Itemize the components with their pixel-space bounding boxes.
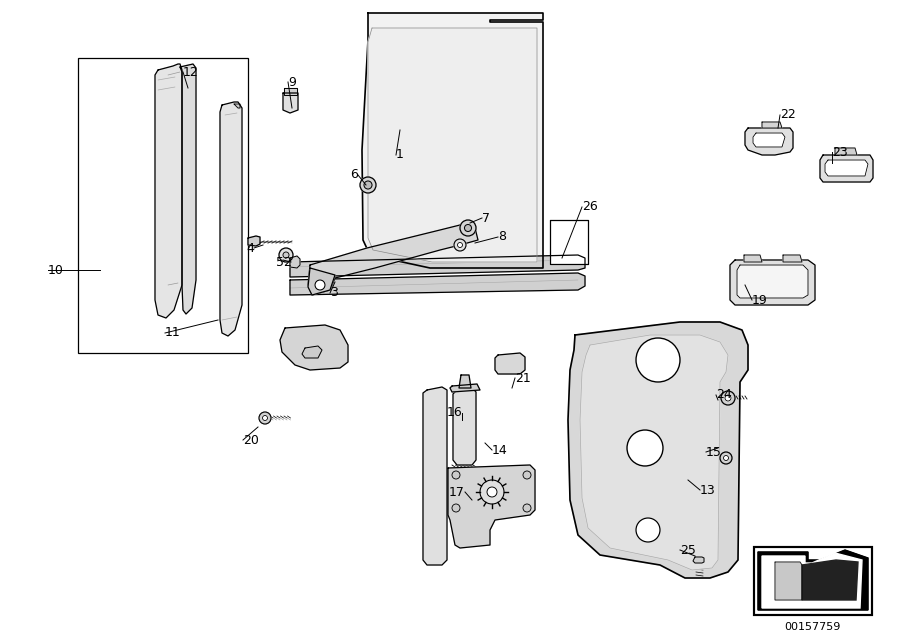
Text: 20: 20: [243, 434, 259, 446]
Polygon shape: [453, 388, 476, 465]
Text: 4: 4: [246, 242, 254, 254]
Text: 25: 25: [680, 544, 696, 556]
Polygon shape: [234, 104, 240, 108]
Polygon shape: [820, 155, 873, 182]
Text: 21: 21: [515, 371, 531, 385]
Text: 10: 10: [48, 263, 64, 277]
Polygon shape: [220, 102, 242, 336]
Polygon shape: [459, 375, 471, 388]
Circle shape: [460, 220, 476, 236]
Text: 23: 23: [832, 146, 848, 158]
Text: 17: 17: [449, 485, 465, 499]
Circle shape: [487, 487, 497, 497]
Circle shape: [636, 338, 680, 382]
Text: 9: 9: [288, 76, 296, 88]
Text: 15: 15: [706, 445, 722, 459]
Circle shape: [457, 242, 463, 247]
Polygon shape: [308, 268, 335, 295]
Circle shape: [315, 280, 325, 290]
Polygon shape: [730, 260, 815, 305]
Text: 3: 3: [330, 286, 338, 300]
Text: 1: 1: [396, 148, 404, 162]
Circle shape: [721, 391, 735, 405]
Polygon shape: [280, 325, 348, 370]
Text: 11: 11: [165, 326, 181, 340]
Circle shape: [279, 248, 293, 262]
Polygon shape: [362, 13, 543, 268]
Polygon shape: [737, 265, 808, 298]
Polygon shape: [783, 255, 802, 262]
Polygon shape: [802, 560, 858, 600]
Text: 8: 8: [498, 230, 506, 244]
Circle shape: [627, 430, 663, 466]
Text: 00157759: 00157759: [784, 622, 841, 632]
Polygon shape: [568, 322, 748, 578]
Circle shape: [259, 412, 271, 424]
Text: 26: 26: [582, 200, 598, 214]
Text: 2: 2: [284, 256, 291, 268]
Polygon shape: [580, 335, 728, 570]
Circle shape: [263, 415, 267, 420]
Polygon shape: [448, 465, 535, 548]
Circle shape: [480, 480, 504, 504]
Polygon shape: [745, 128, 793, 155]
Polygon shape: [423, 387, 447, 565]
Circle shape: [360, 177, 376, 193]
Polygon shape: [775, 562, 802, 600]
Polygon shape: [762, 122, 782, 128]
Text: 13: 13: [700, 483, 716, 497]
Text: 7: 7: [482, 212, 490, 225]
Circle shape: [523, 471, 531, 479]
Polygon shape: [825, 160, 868, 176]
Circle shape: [454, 239, 466, 251]
Polygon shape: [835, 148, 857, 155]
Text: 14: 14: [492, 443, 508, 457]
Polygon shape: [290, 273, 585, 295]
Text: 22: 22: [780, 109, 796, 121]
Polygon shape: [753, 133, 785, 147]
Bar: [754, 547, 872, 615]
Polygon shape: [762, 553, 862, 608]
Text: 16: 16: [446, 406, 462, 420]
Polygon shape: [693, 557, 704, 563]
Polygon shape: [283, 93, 298, 113]
Circle shape: [720, 452, 732, 464]
Polygon shape: [744, 255, 762, 262]
Circle shape: [452, 504, 460, 512]
Bar: [78, 58, 248, 353]
Circle shape: [464, 225, 472, 232]
Polygon shape: [290, 256, 300, 268]
Polygon shape: [450, 384, 480, 392]
Polygon shape: [368, 28, 537, 262]
Polygon shape: [180, 64, 196, 314]
Polygon shape: [302, 346, 322, 358]
Circle shape: [725, 395, 731, 401]
Polygon shape: [248, 236, 260, 246]
Circle shape: [523, 504, 531, 512]
Text: 12: 12: [183, 66, 199, 78]
Circle shape: [364, 181, 372, 189]
Polygon shape: [758, 550, 868, 610]
Polygon shape: [308, 225, 478, 295]
Text: 5: 5: [276, 256, 284, 268]
Circle shape: [636, 518, 660, 542]
Polygon shape: [495, 353, 525, 374]
Circle shape: [452, 471, 460, 479]
Polygon shape: [290, 255, 585, 277]
Bar: [754, 547, 872, 615]
Polygon shape: [284, 88, 297, 95]
Text: 19: 19: [752, 293, 768, 307]
Polygon shape: [155, 64, 182, 318]
Text: 6: 6: [350, 169, 358, 181]
Circle shape: [283, 252, 289, 258]
Circle shape: [724, 455, 728, 460]
Polygon shape: [550, 220, 588, 264]
Text: 24: 24: [716, 389, 732, 401]
